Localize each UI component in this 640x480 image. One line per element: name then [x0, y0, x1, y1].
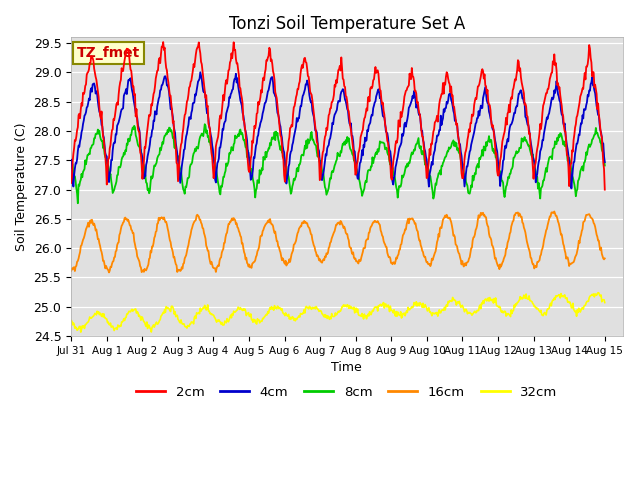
8cm	[404, 163, 412, 169]
Legend: 2cm, 4cm, 8cm, 16cm, 32cm: 2cm, 4cm, 8cm, 16cm, 32cm	[131, 381, 563, 404]
Title: Tonzi Soil Temperature Set A: Tonzi Soil Temperature Set A	[228, 15, 465, 33]
2cm	[132, 113, 140, 119]
16cm	[67, 268, 75, 274]
4cm	[132, 110, 140, 116]
8cm	[67, 165, 75, 171]
Line: 8cm: 8cm	[71, 124, 605, 203]
Y-axis label: Soil Temperature (C): Soil Temperature (C)	[15, 122, 28, 251]
32cm	[187, 321, 195, 327]
16cm	[419, 249, 427, 255]
32cm	[77, 329, 84, 335]
Line: 4cm: 4cm	[71, 72, 605, 189]
2cm	[419, 134, 427, 140]
Line: 2cm: 2cm	[71, 42, 605, 190]
8cm	[420, 149, 428, 155]
32cm	[601, 300, 609, 305]
32cm	[419, 300, 427, 306]
X-axis label: Time: Time	[332, 361, 362, 374]
32cm	[77, 326, 85, 332]
16cm	[132, 248, 140, 253]
4cm	[419, 137, 427, 143]
16cm	[187, 231, 195, 237]
16cm	[215, 263, 223, 269]
4cm	[601, 159, 609, 165]
4cm	[403, 116, 411, 122]
Line: 16cm: 16cm	[71, 212, 605, 273]
4cm	[67, 157, 75, 163]
16cm	[601, 255, 609, 261]
2cm	[67, 180, 75, 186]
16cm	[403, 218, 411, 224]
8cm	[74, 200, 82, 206]
4cm	[77, 135, 84, 141]
2cm	[403, 85, 411, 91]
4cm	[196, 70, 204, 75]
Text: TZ_fmet: TZ_fmet	[77, 46, 140, 60]
8cm	[187, 162, 195, 168]
Line: 32cm: 32cm	[71, 293, 605, 332]
8cm	[216, 190, 223, 195]
2cm	[601, 187, 609, 192]
4cm	[568, 186, 575, 192]
8cm	[601, 163, 609, 168]
4cm	[186, 114, 194, 120]
2cm	[215, 127, 223, 133]
16cm	[77, 243, 84, 249]
16cm	[105, 270, 113, 276]
8cm	[132, 135, 140, 141]
32cm	[67, 318, 75, 324]
32cm	[215, 317, 223, 323]
2cm	[159, 39, 167, 45]
32cm	[132, 310, 140, 316]
2cm	[187, 79, 195, 85]
32cm	[595, 290, 602, 296]
32cm	[403, 310, 411, 315]
8cm	[201, 121, 209, 127]
8cm	[77, 171, 85, 177]
2cm	[77, 106, 84, 112]
4cm	[215, 156, 223, 161]
16cm	[550, 209, 558, 215]
